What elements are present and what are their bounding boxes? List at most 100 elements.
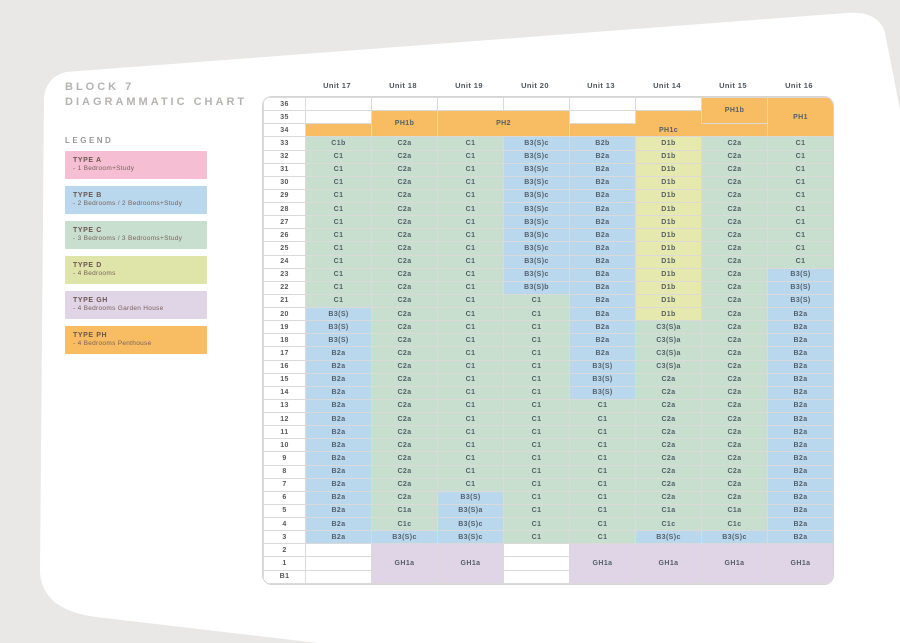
unit-cell: B2a [305, 385, 372, 400]
empty-cell [503, 556, 570, 571]
unit-cell: C2a [371, 320, 438, 335]
unit-cell: C1 [569, 530, 636, 545]
unit-cell: B3(S) [569, 372, 636, 387]
unit-cell: B3(S)c [503, 175, 570, 190]
unit-cell: B2a [305, 530, 372, 545]
unit-cell: C2a [701, 306, 768, 322]
floor-label: 19 [263, 320, 306, 335]
chart-row: 2 GH1a GH1a GH1a GH1a GH1a GH1a [263, 543, 833, 584]
unit-cell: C1 [437, 359, 504, 374]
unit-cell: B2a [569, 333, 636, 348]
unit-cell: B2a [569, 175, 636, 190]
page-title: BLOCK 7 DIAGRAMMATIC CHART [65, 80, 247, 110]
unit-cell: B2a [767, 372, 833, 387]
unit-cell: C2a [371, 425, 438, 440]
floor-label: 29 [263, 188, 306, 204]
unit-cell: C2a [371, 333, 438, 348]
unit-column-header: Unit 18 [389, 81, 417, 90]
empty-cell [305, 123, 372, 138]
unit-cell: C2a [371, 411, 438, 427]
unit-cell: C2a [701, 254, 768, 269]
unit-cell: C1 [305, 201, 372, 217]
unit-cell: C1 [767, 215, 833, 230]
empty-cell [503, 543, 570, 558]
legend-item: TYPE PH - 4 Bedrooms Penthouse [65, 326, 207, 354]
unit-cell: C1 [437, 162, 504, 177]
unit-cell: C2a [635, 372, 702, 387]
unit-cell: D1b [635, 188, 702, 204]
unit-cell: C2a [701, 201, 768, 217]
unit-cell: B3(S)c [503, 136, 570, 151]
unit-cell: C1 [569, 490, 636, 505]
unit-cell: C2a [701, 215, 768, 230]
floor-label: 22 [263, 280, 306, 295]
unit-cell: B2a [305, 411, 372, 427]
unit-cell: C1 [767, 201, 833, 217]
unit-cell: C1 [437, 201, 504, 217]
floor-label: 15 [263, 372, 306, 387]
unit-cell: C2a [701, 149, 768, 164]
unit-cell: GH1a [371, 543, 438, 584]
floor-label: 25 [263, 241, 306, 256]
unit-cell: D1b [635, 136, 702, 151]
chart-row: 24 C1 C2a C1 B3(S)c B2a D1b C2a C1 [263, 254, 833, 269]
unit-cell: B2a [305, 359, 372, 374]
chart-row: 34 PH1c [263, 123, 834, 138]
unit-cell: C1c [371, 516, 438, 532]
legend-item: TYPE B- 2 Bedrooms / 2 Bedrooms+Study [65, 186, 207, 214]
unit-cell: C1 [437, 136, 504, 151]
chart-row: 33 C1b C2a C1 B3(S)c B2b D1b C2a C1 [263, 136, 833, 151]
unit-cell: B2a [305, 438, 372, 453]
unit-cell: C2a [701, 241, 768, 256]
unit-cell: C2a [701, 477, 768, 492]
unit-cell: C1 [437, 385, 504, 400]
legend-type-desc: - 4 Bedrooms [73, 270, 116, 277]
unit-cell: B2a [767, 411, 833, 427]
unit-cell: C1 [305, 267, 372, 282]
unit-cell: C1 [437, 320, 504, 335]
unit-cell: B3(S)c [503, 241, 570, 256]
legend-type-label: TYPE A [73, 157, 102, 164]
chart-row: 28 C1 C2a C1 B3(S)c B2a D1b C2a C1 [263, 201, 833, 217]
unit-cell: B3(S) [569, 359, 636, 374]
floor-label: 23 [263, 267, 306, 282]
unit-column-header: Unit 16 [785, 81, 813, 90]
unit-cell: C1 [767, 254, 833, 269]
legend-type-label: TYPE C [73, 227, 102, 234]
unit-cell: C2a [701, 359, 768, 374]
empty-cell [371, 97, 438, 112]
unit-cell: C2a [701, 438, 768, 453]
unit-cell: B2a [569, 267, 636, 282]
unit-cell: C2a [635, 490, 702, 505]
unit-cell: C2a [701, 136, 768, 151]
unit-cell: C1 [305, 293, 372, 309]
unit-cell: C2a [371, 372, 438, 387]
chart-row: 9 B2a C2a C1 C1 C1 C2a C2a B2a [263, 451, 833, 466]
unit-cell: C1 [437, 372, 504, 387]
unit-cell: B2a [305, 398, 372, 414]
unit-cell: GH1a [767, 543, 833, 584]
floor-label: 24 [263, 254, 306, 269]
chart-row: 4 B2a C1c B3(S)c C1 C1 C1c C1c B2a [263, 516, 833, 532]
unit-cell: B3(S)c [503, 149, 570, 164]
unit-cell: C2a [701, 293, 768, 309]
unit-cell: C1 [569, 477, 636, 492]
chart-row: 10 B2a C2a C1 C1 C1 C2a C2a B2a [263, 438, 833, 453]
unit-column-header: Unit 17 [323, 81, 351, 90]
unit-cell: C1 [569, 464, 636, 479]
unit-cell: GH1a [437, 543, 504, 584]
unit-cell: C2a [701, 411, 768, 427]
floor-label: 4 [263, 516, 306, 532]
unit-cell: C1 [305, 215, 372, 230]
legend-type-label: TYPE B [73, 192, 102, 199]
unit-cell: C1c [701, 516, 768, 532]
unit-cell: C2a [371, 215, 438, 230]
unit-cell: C2a [371, 464, 438, 479]
unit-cell: C2a [371, 280, 438, 295]
floor-label: 7 [263, 477, 306, 492]
unit-cell: C1 [305, 280, 372, 295]
unit-cell: C3(S)a [635, 320, 702, 335]
unit-cell: D1b [635, 228, 702, 243]
unit-cell: D1b [635, 280, 702, 295]
unit-cell: C1 [437, 438, 504, 453]
